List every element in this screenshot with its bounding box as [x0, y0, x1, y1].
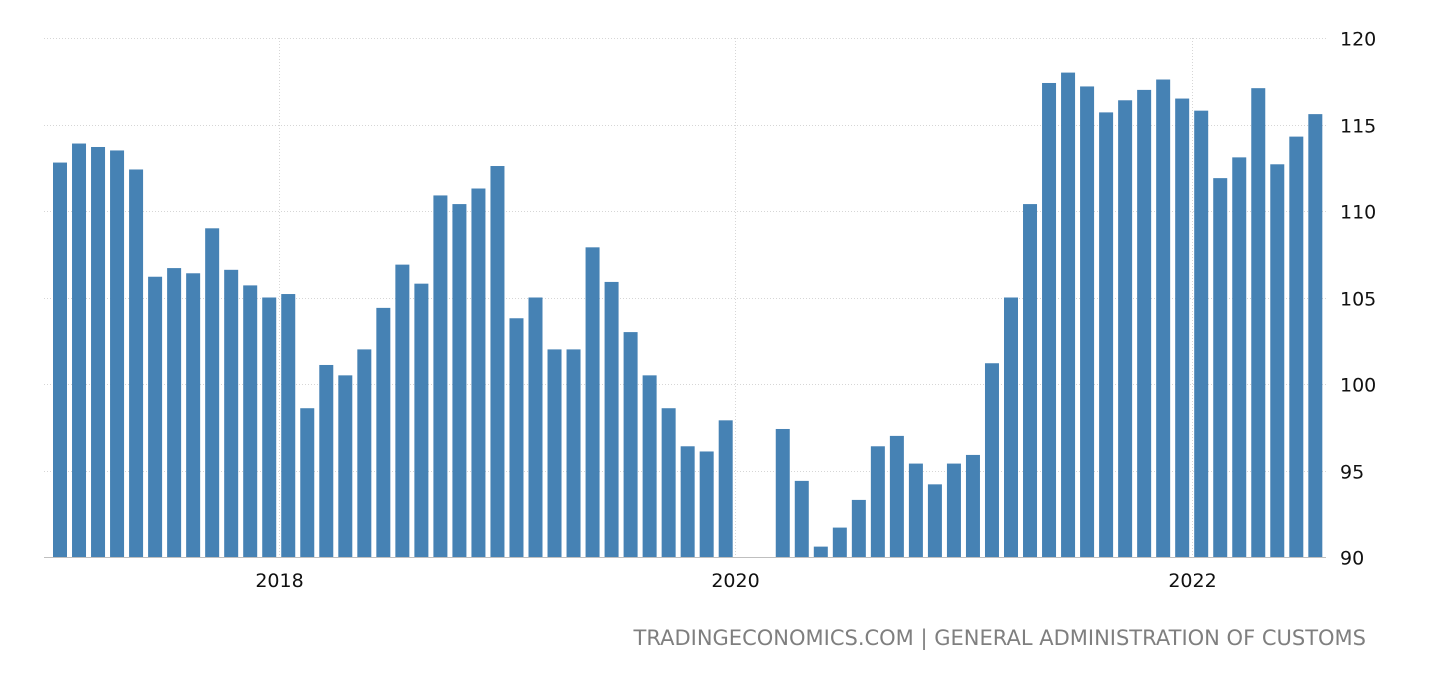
- bar-2017-07: [167, 268, 182, 557]
- bar-2019-07: [623, 332, 638, 557]
- bar-2020-10: [908, 463, 923, 557]
- bar-2021-10: [1137, 89, 1152, 558]
- x-tick-label: 2018: [255, 570, 303, 592]
- bar-2019-03: [547, 349, 562, 557]
- bar-2019-08: [642, 375, 657, 557]
- source-attribution: TRADINGECONOMICS.COM | GENERAL ADMINISTR…: [633, 626, 1366, 650]
- bar-2020-09: [889, 435, 904, 557]
- y-tick-label: 95: [1340, 462, 1364, 484]
- bar-2020-03: [775, 428, 790, 557]
- bar-2019-10: [680, 446, 695, 557]
- bar-2017-11: [243, 285, 258, 557]
- bar-2019-11: [699, 451, 714, 557]
- bar-2021-02: [984, 363, 999, 557]
- bar-2017-03: [91, 146, 106, 558]
- bar-2021-11: [1156, 79, 1171, 558]
- bar-2019-04: [566, 349, 581, 557]
- bar-2020-06: [832, 527, 847, 557]
- bar-2018-09: [433, 195, 448, 557]
- bar-2021-04: [1023, 204, 1038, 557]
- bar-2021-05: [1042, 82, 1057, 557]
- bar-2022-07: [1308, 114, 1323, 558]
- bar-2019-01: [509, 318, 524, 557]
- x-tick-label: 2022: [1168, 570, 1216, 592]
- bar-2017-04: [110, 150, 125, 557]
- bar-2017-09: [205, 228, 220, 558]
- bars: [53, 72, 1323, 558]
- bar-2017-02: [72, 143, 87, 557]
- y-tick-label: 105: [1340, 289, 1376, 311]
- bar-2022-06: [1289, 136, 1304, 558]
- bar-2018-12: [490, 166, 505, 557]
- bar-2022-03: [1232, 157, 1247, 557]
- bar-2022-02: [1213, 178, 1228, 557]
- bar-2018-03: [319, 364, 334, 557]
- bar-2021-01: [965, 454, 980, 557]
- bar-2020-12: [946, 463, 961, 557]
- bar-2017-06: [148, 276, 163, 557]
- bar-2022-05: [1270, 164, 1285, 558]
- bar-2018-01: [281, 294, 296, 557]
- bar-2022-04: [1251, 88, 1266, 558]
- bar-2020-11: [927, 484, 942, 557]
- bar-2018-11: [471, 188, 486, 557]
- bar-2021-12: [1175, 98, 1190, 558]
- bar-2020-04: [794, 480, 809, 557]
- y-tick-label: 120: [1340, 29, 1376, 51]
- bar-2018-04: [338, 375, 353, 557]
- bar-2018-10: [452, 204, 467, 557]
- bar-2021-06: [1061, 72, 1076, 557]
- bar-2017-12: [262, 297, 277, 557]
- bar-2020-08: [870, 446, 885, 557]
- bar-2018-07: [395, 264, 410, 557]
- bar-2019-12: [718, 420, 733, 557]
- y-tick-label: 90: [1340, 548, 1364, 570]
- y-tick-label: 110: [1340, 202, 1376, 224]
- bar-2021-07: [1080, 86, 1095, 557]
- y-tick-label: 115: [1340, 116, 1376, 138]
- bar-2021-08: [1099, 112, 1114, 557]
- bar-2020-07: [851, 499, 866, 557]
- bar-2018-06: [376, 307, 391, 557]
- bar-2018-08: [414, 283, 429, 557]
- bar-2017-08: [186, 273, 201, 557]
- bar-2018-02: [300, 408, 315, 557]
- x-axis-tick-labels: 2018 2020 2022: [255, 570, 1216, 592]
- bar-2017-10: [224, 269, 239, 557]
- y-tick-label: 100: [1340, 375, 1376, 397]
- bar-2021-03: [1004, 297, 1018, 557]
- x-tick-label: 2020: [711, 570, 759, 592]
- bar-2022-01: [1194, 110, 1209, 557]
- bar-2019-02: [528, 297, 543, 557]
- bar-2021-09: [1118, 100, 1133, 557]
- bar-2019-09: [661, 408, 676, 557]
- y-axis-tick-labels: 90 95 100 105 110 115 120: [1340, 29, 1376, 570]
- bar-2017-05: [129, 169, 144, 558]
- bar-2017-01: [53, 162, 67, 557]
- bar-2019-06: [604, 281, 619, 557]
- bar-2020-05: [813, 546, 828, 557]
- bar-2018-05: [357, 349, 372, 557]
- bar-2019-05: [585, 247, 600, 557]
